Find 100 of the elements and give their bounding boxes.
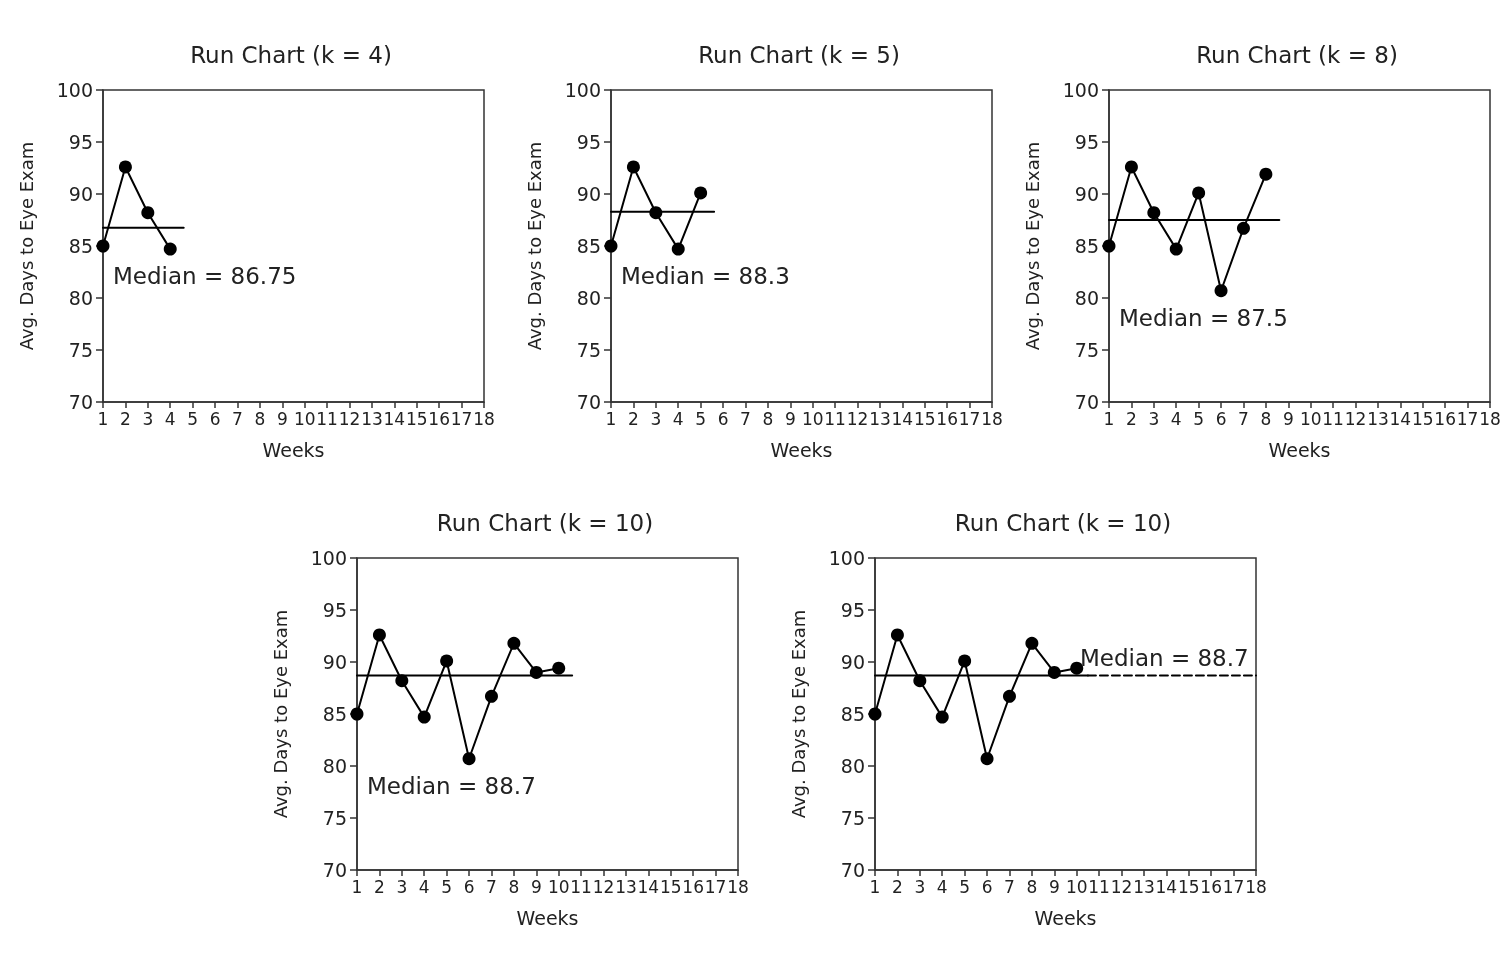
x-tick-label: 1 (97, 408, 109, 429)
point (372, 628, 386, 642)
point (935, 710, 949, 724)
x-tick-label: 10 (1065, 876, 1088, 897)
x-tick-label: 14 (1155, 876, 1178, 897)
point (1124, 160, 1138, 174)
y-tick-label: 70 (322, 859, 347, 881)
x-tick-label: 15 (1411, 408, 1434, 429)
x-tick-label: 16 (936, 408, 958, 429)
x-tick-label: 11 (1322, 408, 1344, 429)
y-tick-label: 100 (828, 547, 865, 569)
y-tick-label: 95 (1074, 131, 1099, 153)
x-tick-label: 16 (1200, 876, 1222, 897)
x-tick-label: 12 (1110, 876, 1133, 897)
x-tick-label: 8 (1026, 876, 1038, 897)
x-tick-label: 5 (1193, 408, 1205, 429)
x-tick-label: 8 (762, 408, 774, 429)
chart-title: Run Chart (k = 4) (190, 41, 392, 68)
x-tick-label: 5 (441, 876, 453, 897)
x-axis-title: Weeks (516, 906, 579, 929)
y-tick-label: 100 (1062, 79, 1099, 101)
point (890, 628, 904, 642)
y-axis-title: Avg. Days to Eye Exam (787, 609, 809, 819)
x-tick-label: 16 (1434, 408, 1456, 429)
point (484, 689, 498, 703)
x-tick-label: 1 (869, 876, 881, 897)
y-axis-title: Avg. Days to Eye Exam (15, 141, 37, 351)
y-tick-label: 95 (840, 599, 865, 621)
x-tick-label: 10 (547, 876, 570, 897)
y-tick-label: 75 (840, 807, 865, 829)
x-tick-label: 4 (1170, 408, 1182, 429)
y-tick-label: 80 (322, 755, 347, 777)
y-tick-label: 90 (322, 651, 347, 673)
annotation: Median = 88.7 (367, 772, 536, 799)
x-tick-label: 3 (142, 408, 154, 429)
x-tick-label: 15 (1177, 876, 1200, 897)
x-tick-label: 11 (1088, 876, 1110, 897)
point (1236, 221, 1250, 235)
y-axis-title: Avg. Days to Eye Exam (523, 141, 545, 351)
point (552, 661, 566, 675)
x-tick-label: 15 (913, 408, 936, 429)
x-axis-title: Weeks (1268, 438, 1331, 461)
x-tick-label: 18 (1479, 408, 1501, 429)
x-tick-label: 10 (293, 408, 316, 429)
x-tick-label: 13 (615, 876, 637, 897)
x-tick-label: 2 (628, 408, 639, 429)
x-tick-label: 9 (530, 876, 542, 897)
annotation: Median = 86.75 (113, 263, 297, 290)
point (626, 160, 640, 174)
x-tick-label: 3 (650, 408, 662, 429)
x-tick-label: 11 (570, 876, 592, 897)
y-tick-label: 90 (1074, 183, 1099, 205)
x-tick-label: 17 (704, 876, 727, 897)
x-tick-label: 18 (981, 408, 1003, 429)
y-tick-label: 80 (840, 755, 865, 777)
point (118, 160, 132, 174)
y-tick-label: 100 (564, 79, 601, 101)
point (671, 242, 685, 256)
x-tick-label: 12 (592, 876, 615, 897)
x-tick-label: 2 (892, 876, 903, 897)
x-tick-label: 18 (1245, 876, 1267, 897)
x-tick-label: 14 (637, 876, 660, 897)
y-tick-label: 85 (322, 703, 347, 725)
x-tick-label: 2 (120, 408, 131, 429)
y-tick-label: 90 (840, 651, 865, 673)
point (1002, 689, 1016, 703)
x-tick-label: 9 (1282, 408, 1294, 429)
y-tick-label: 75 (1074, 339, 1099, 361)
x-tick-label: 2 (1126, 408, 1137, 429)
point (604, 239, 618, 253)
x-tick-label: 18 (473, 408, 495, 429)
point (1147, 206, 1161, 220)
x-tick-label: 12 (846, 408, 869, 429)
x-axis-title: Weeks (770, 438, 833, 461)
point (350, 707, 364, 721)
x-tick-label: 2 (374, 876, 385, 897)
x-tick-label: 18 (727, 876, 749, 897)
x-tick-label: 3 (396, 876, 408, 897)
point (417, 710, 431, 724)
x-tick-label: 17 (1222, 876, 1245, 897)
x-tick-label: 5 (959, 876, 971, 897)
x-tick-label: 11 (824, 408, 846, 429)
x-axis-title: Weeks (262, 438, 325, 461)
point (141, 206, 155, 220)
point (1102, 239, 1116, 253)
y-tick-label: 100 (56, 79, 93, 101)
x-tick-label: 9 (276, 408, 288, 429)
x-tick-label: 3 (914, 876, 926, 897)
chart-title: Run Chart (k = 8) (1196, 41, 1398, 68)
x-tick-label: 13 (869, 408, 891, 429)
x-tick-label: 8 (1260, 408, 1272, 429)
y-tick-label: 80 (1074, 287, 1099, 309)
x-tick-label: 12 (1344, 408, 1367, 429)
x-tick-label: 7 (1238, 408, 1249, 429)
point (1025, 636, 1039, 650)
y-tick-label: 80 (576, 287, 601, 309)
y-tick-label: 95 (68, 131, 93, 153)
x-tick-label: 4 (936, 876, 948, 897)
point (980, 752, 994, 766)
y-tick-label: 85 (1074, 235, 1099, 257)
